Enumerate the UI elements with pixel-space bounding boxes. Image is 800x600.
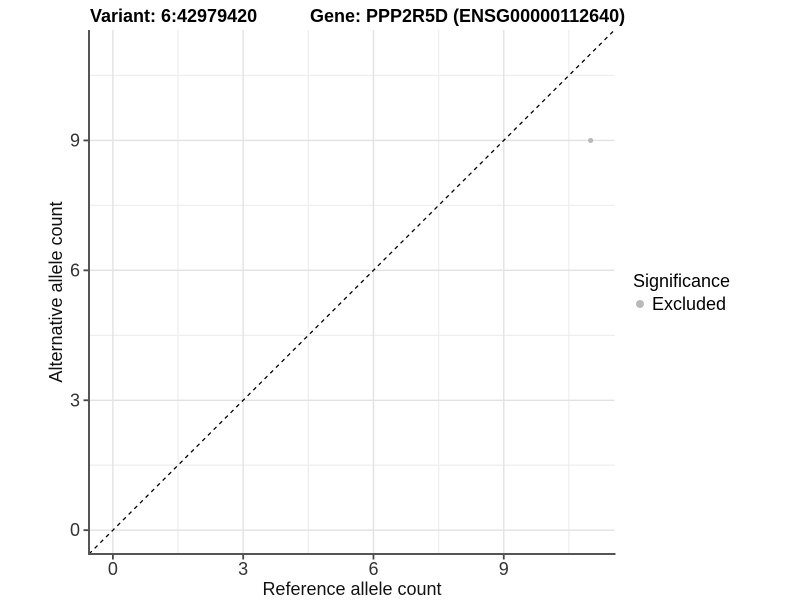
y-tick-label: 6 bbox=[70, 260, 80, 280]
legend-title: Significance bbox=[633, 271, 731, 291]
legend-item: Excluded bbox=[632, 294, 730, 314]
x-axis-title: Reference allele count bbox=[262, 579, 442, 599]
y-tick-label: 0 bbox=[70, 520, 80, 540]
x-tick-label: 6 bbox=[368, 559, 378, 579]
legend-item-label: Excluded bbox=[652, 293, 727, 314]
data-point bbox=[588, 137, 594, 144]
identity-dashed-line bbox=[88, 29, 615, 555]
y-axis-title: Alternative allele count bbox=[46, 201, 66, 383]
x-tick-label: 9 bbox=[499, 559, 509, 579]
legend-key-dot-icon bbox=[636, 300, 644, 308]
y-tick-label: 3 bbox=[70, 390, 80, 410]
plot-title-gene: Gene: PPP2R5D (ENSG00000112640) bbox=[310, 6, 626, 26]
legend: Significance Excluded bbox=[632, 271, 730, 314]
plot-title-variant: Variant: 6:42979420 bbox=[90, 6, 258, 26]
y-tick-label: 9 bbox=[70, 130, 80, 150]
x-tick-label: 0 bbox=[108, 559, 118, 579]
x-tick-label: 3 bbox=[238, 559, 248, 579]
legend-items: Excluded bbox=[632, 294, 730, 314]
